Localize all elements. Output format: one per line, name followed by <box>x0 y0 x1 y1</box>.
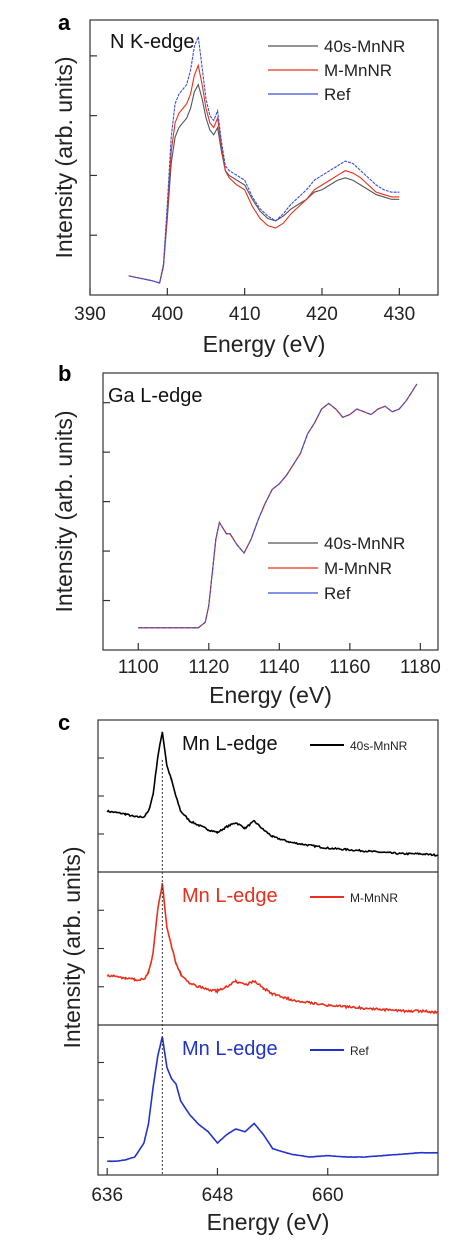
series-line-Ref <box>107 1036 439 1163</box>
edge-annotation: Ga L-edge <box>108 385 203 407</box>
x-tick-label: 648 <box>202 1185 234 1206</box>
plot-frame <box>89 19 439 296</box>
edge-annotation: Mn L-edge <box>182 733 278 755</box>
legend-label: 40s-MnNR <box>350 739 408 753</box>
edge-annotation: N K-edge <box>110 31 195 53</box>
x-axis-title: Energy (eV) <box>209 682 332 708</box>
x-tick-label: 1140 <box>259 657 300 678</box>
panel-letter: a <box>58 10 71 35</box>
legend-label: 40s-MnNR <box>324 37 405 56</box>
x-tick-label: 410 <box>229 304 261 325</box>
panel-letter: b <box>58 361 71 386</box>
subplot-40s-MnNR: Mn L-edge 40s-MnNR <box>98 731 439 857</box>
series-line-40s-MnNR <box>106 731 439 857</box>
y-axis-title: Intensity (arb. units) <box>59 847 85 1049</box>
legend-label: Ref <box>324 85 351 104</box>
x-tick-label: 1160 <box>329 657 370 678</box>
series-line-M-MnNR <box>138 383 418 629</box>
panel-b: b 1100 1120 1140 1160 1180 Ga L-edge 40s-MnNR M-… <box>51 361 441 708</box>
y-axis-title: Intensity (arb. units) <box>51 57 77 259</box>
plot-frame <box>102 372 439 651</box>
legend-label: M-MnNR <box>324 61 392 80</box>
x-axis-title: Energy (eV) <box>207 1209 330 1235</box>
legend-label: M-MnNR <box>324 559 392 578</box>
x-tick-label: 636 <box>91 1185 123 1206</box>
subplot-M-MnNR: Mn L-edge M-MnNR <box>98 871 439 1015</box>
series-line-Ref <box>138 383 418 629</box>
x-tick-label: 1100 <box>118 657 159 678</box>
series-line-M-MnNR <box>106 883 439 1015</box>
series-line-40s-MnNR <box>128 83 400 284</box>
subplot-Ref: Mn L-edge Ref <box>98 1024 439 1163</box>
x-tick-label: 1180 <box>400 657 441 678</box>
x-tick-label: 420 <box>306 304 338 325</box>
x-tick-label: 390 <box>74 304 106 325</box>
legend-label: Ref <box>350 1044 369 1058</box>
panel-letter: c <box>58 710 70 735</box>
edge-annotation: Mn L-edge <box>182 1038 278 1060</box>
x-tick-label: 660 <box>312 1185 344 1206</box>
series-line-40s-MnNR <box>138 383 418 629</box>
plot-frame <box>97 719 439 1176</box>
legend-label: 40s-MnNR <box>324 534 405 553</box>
series-line-M-MnNR <box>128 63 400 284</box>
x-tick-label: 430 <box>383 304 415 325</box>
x-tick-label: 1120 <box>188 657 229 678</box>
series-line-Ref <box>128 34 400 284</box>
panel-a: a 390 400 410 420 430 N K-edge 40s-MnNR M-MnNR Re… <box>51 10 439 357</box>
edge-annotation: Mn L-edge <box>182 885 278 907</box>
legend-label: M-MnNR <box>350 891 398 905</box>
x-tick-label: 400 <box>151 304 183 325</box>
x-axis-title: Energy (eV) <box>203 331 326 357</box>
legend-label: Ref <box>324 584 351 603</box>
y-axis-title: Intensity (arb. units) <box>51 411 77 613</box>
